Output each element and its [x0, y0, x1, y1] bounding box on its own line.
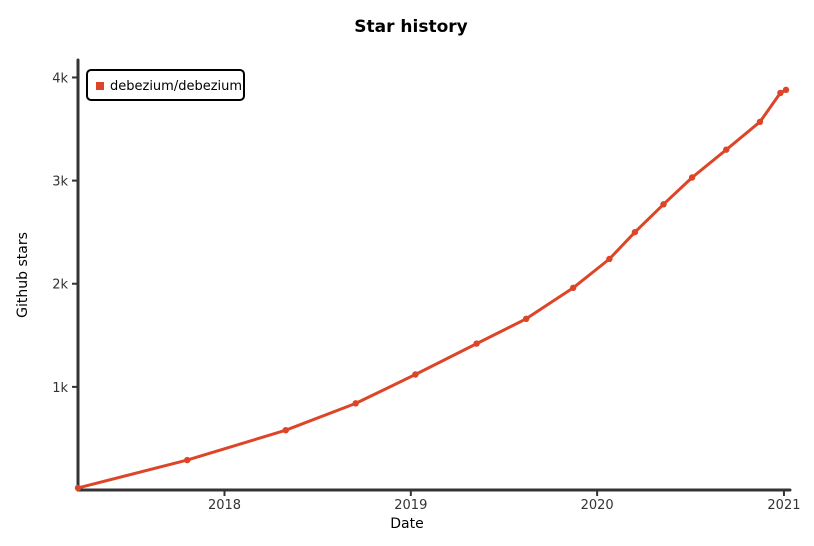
data-point — [660, 201, 667, 208]
x-axis-ticks: 2018 2019 2020 2021 — [208, 490, 801, 513]
y-axis-ticks: 1k 2k 3k 4k — [52, 71, 78, 396]
y-tick-label: 3k — [52, 175, 68, 190]
series-line-0 — [76, 88, 788, 490]
legend-swatch — [96, 82, 104, 90]
data-point — [522, 315, 530, 322]
data-point — [282, 426, 289, 434]
data-point — [756, 118, 764, 126]
data-point — [782, 86, 790, 94]
y-tick-label: 2k — [52, 278, 68, 293]
data-point — [723, 146, 730, 153]
x-tick-label: 2018 — [208, 498, 241, 513]
data-point — [412, 371, 419, 378]
legend-box — [86, 69, 245, 101]
x-tick-label: 2019 — [394, 498, 427, 513]
data-point — [473, 340, 480, 347]
data-point — [74, 484, 82, 492]
series-layer — [74, 86, 790, 492]
y-axis-label: Github stars — [15, 232, 31, 318]
data-point — [631, 228, 639, 236]
x-tick-label: 2021 — [767, 498, 800, 513]
y-tick-label: 4k — [52, 71, 68, 86]
x-axis-label: Date — [390, 516, 423, 532]
data-point — [569, 284, 577, 292]
y-tick-label: 1k — [52, 381, 68, 396]
data-point — [352, 400, 359, 407]
data-point — [184, 456, 191, 464]
data-point — [688, 174, 696, 181]
x-tick-label: 2020 — [581, 498, 614, 513]
legend-entry-label: debezium/debezium — [110, 79, 242, 94]
data-point — [777, 89, 784, 97]
chart-title: Star history — [354, 17, 467, 37]
data-point — [606, 255, 613, 263]
legend: debezium/debezium — [86, 69, 245, 101]
